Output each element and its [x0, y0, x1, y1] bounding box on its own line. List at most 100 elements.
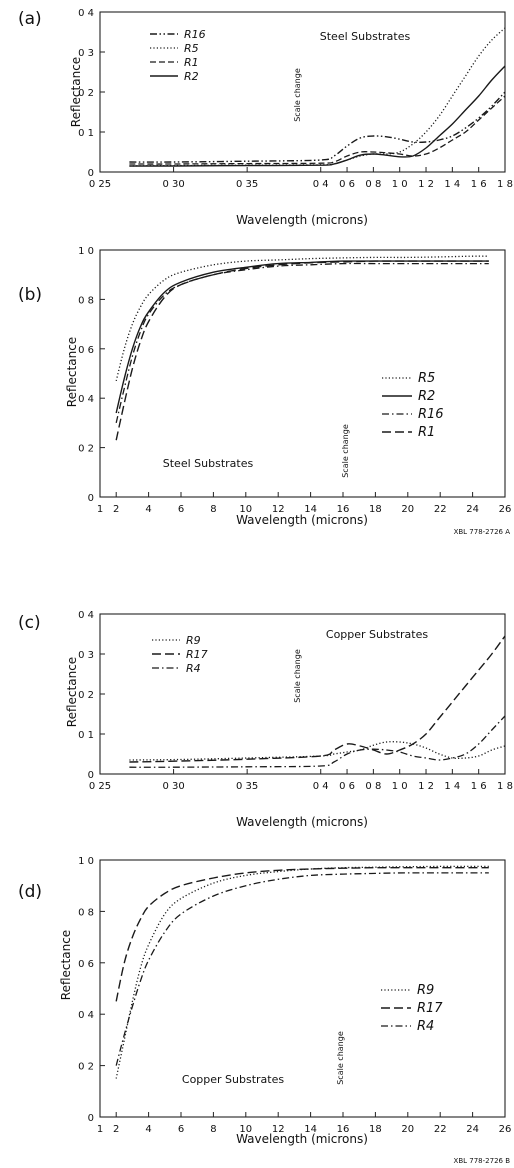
legend-label: R1: [184, 56, 199, 69]
x-tick-label: 6: [178, 1124, 184, 1135]
series-line-r4: [129, 715, 506, 768]
panel-d: (d)00 20 40 60 81 01 2 4 6 8 10 12 14 16 18 20 22 24…: [18, 856, 511, 1165]
x-tick-label: 4: [145, 1124, 151, 1135]
legend-label: R17: [417, 1001, 443, 1016]
x-axis-label: Wavelength (microns): [236, 513, 368, 527]
x-tick-label: 22: [434, 1124, 447, 1135]
legend-label: R1: [418, 425, 435, 440]
x-tick-label: 1: [97, 1124, 103, 1135]
panel-label: (b): [18, 285, 42, 305]
figure-id: XBL 778-2726 B: [454, 1157, 511, 1165]
plot-frame: [99, 613, 506, 775]
y-tick-label: 1 0: [78, 856, 94, 867]
x-tick-label: 0 8: [365, 179, 381, 190]
x-tick-label: 6: [178, 504, 184, 515]
y-tick-label: 1 0: [78, 246, 94, 257]
x-tick-label: 8: [210, 504, 216, 515]
x-tick-label: 1 4: [444, 179, 460, 190]
x-tick-label: 16: [337, 1124, 350, 1135]
legend-label: R2: [418, 389, 435, 404]
series-line-r17: [129, 635, 506, 763]
x-tick-label: 0 6: [339, 179, 355, 190]
y-tick-label: 0: [88, 1113, 94, 1124]
series-line-r4: [115, 872, 489, 1066]
y-axis-label: Reflectance: [65, 657, 79, 727]
x-tick-label: 1 2: [418, 781, 434, 792]
y-axis-label: Reflectance: [59, 930, 73, 1000]
legend-label: R16: [184, 28, 206, 41]
x-tick-label: 20: [401, 504, 414, 515]
x-tick-label: 16: [337, 504, 350, 515]
panel-label: (a): [18, 9, 42, 29]
x-tick-label: 0 35: [236, 781, 258, 792]
x-tick-label: 1 8: [497, 781, 513, 792]
x-tick-label: 2: [113, 504, 119, 515]
x-tick-label: 24: [466, 504, 479, 515]
x-tick-label: 2: [113, 1124, 119, 1135]
x-tick-label: 8: [210, 1124, 216, 1135]
series-line-r1: [129, 95, 506, 165]
y-tick-label: 0 6: [78, 959, 94, 970]
legend-label: R5: [184, 42, 199, 55]
x-tick-label: 18: [369, 1124, 382, 1135]
legend-label: R9: [417, 983, 434, 998]
plot-frame: [99, 249, 506, 498]
legend-label: R17: [186, 648, 208, 661]
scale-change-note: Scale change: [293, 68, 302, 122]
series-line-r5: [115, 255, 489, 382]
scale-change-note: Scale change: [293, 649, 302, 703]
x-tick-label: 4: [145, 504, 151, 515]
x-tick-label: 10: [239, 1124, 252, 1135]
series-line-r1: [115, 260, 489, 441]
y-tick-label: 0 1: [78, 128, 94, 139]
y-axis-label: Reflectance: [65, 337, 79, 407]
legend-label: R16: [418, 407, 444, 422]
x-tick-label: 1 0: [392, 179, 408, 190]
x-tick-label: 0 6: [339, 781, 355, 792]
y-tick-label: 0: [88, 770, 94, 781]
series-line-r16: [129, 91, 506, 163]
y-tick-label: 0 4: [78, 610, 94, 621]
x-tick-label: 22: [434, 504, 447, 515]
y-tick-label: 0 2: [78, 444, 94, 455]
panel-title: Copper Substrates: [326, 628, 428, 641]
y-tick-label: 0 4: [78, 394, 94, 405]
x-tick-label: 1 6: [471, 179, 487, 190]
scale-change-note: Scale change: [336, 1031, 345, 1085]
x-tick-label: 1 0: [392, 781, 408, 792]
x-tick-label: 10: [239, 504, 252, 515]
x-axis-label: Wavelength (microns): [236, 815, 368, 829]
panel-label: (d): [18, 882, 42, 902]
x-tick-label: 0 30: [162, 781, 184, 792]
x-tick-label: 1 2: [418, 179, 434, 190]
legend-label: R2: [184, 70, 199, 83]
x-tick-label: 1 6: [471, 781, 487, 792]
plot-frame: [99, 859, 506, 1118]
y-tick-label: 0 8: [78, 907, 94, 918]
legend-label: R5: [418, 371, 435, 386]
legend-label: R9: [186, 634, 201, 647]
y-tick-label: 0 4: [78, 1010, 94, 1021]
y-tick-label: 0 8: [78, 295, 94, 306]
series-line-r9: [129, 741, 506, 761]
x-tick-label: 14: [304, 504, 317, 515]
plot-frame: [99, 11, 506, 173]
x-tick-label: 12: [272, 504, 285, 515]
panel-title: Steel Substrates: [320, 30, 411, 43]
x-axis-label: Wavelength (microns): [236, 1132, 368, 1146]
x-tick-label: 20: [401, 1124, 414, 1135]
panel-label: (c): [18, 613, 41, 633]
x-tick-label: 24: [466, 1124, 479, 1135]
x-tick-label: 1 4: [444, 781, 460, 792]
y-tick-label: 0: [88, 493, 94, 504]
x-tick-label: 0 25: [89, 781, 111, 792]
x-tick-label: 0 30: [162, 179, 184, 190]
series-line-r5: [129, 27, 506, 167]
panel-b: (b)00 20 40 60 81 01 2 4 6 8 10 12 14 16 18 20 22 24…: [18, 246, 511, 536]
legend-label: R4: [186, 662, 201, 675]
series-line-r9: [115, 865, 489, 1079]
x-tick-label: 14: [304, 1124, 317, 1135]
panel-title: Steel Substrates: [163, 457, 254, 470]
legend-label: R4: [417, 1019, 434, 1034]
